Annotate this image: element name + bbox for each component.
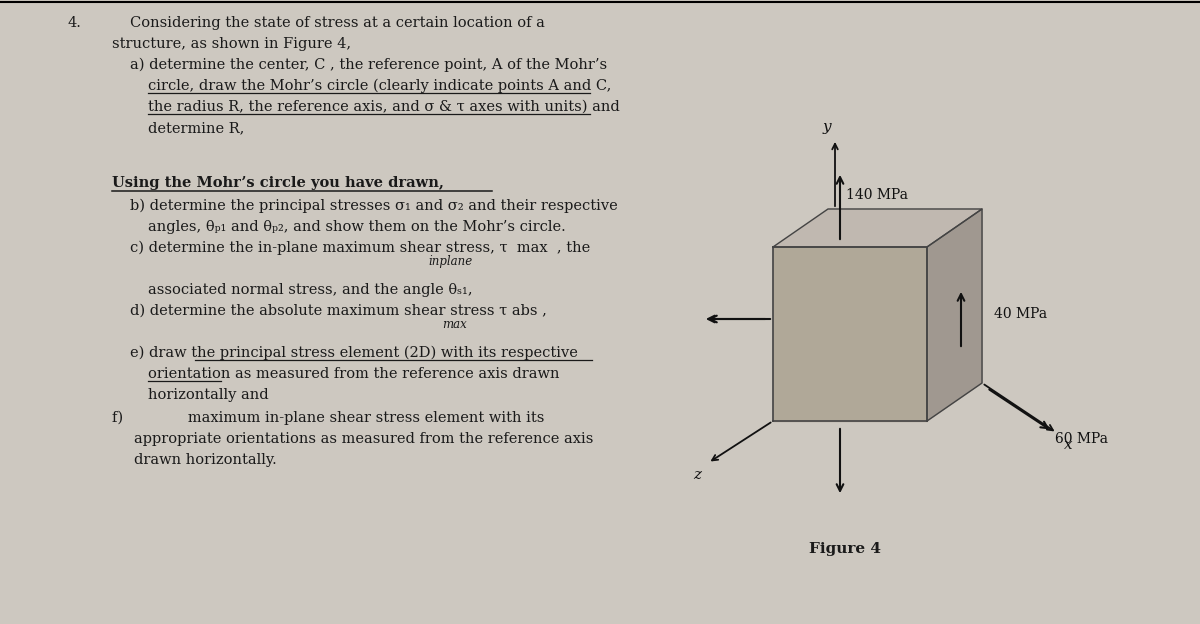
Text: Figure 4: Figure 4	[809, 542, 881, 556]
Polygon shape	[773, 247, 928, 421]
Polygon shape	[773, 209, 982, 247]
Polygon shape	[928, 209, 982, 421]
Text: 140 MPa: 140 MPa	[846, 188, 908, 202]
Text: y: y	[822, 120, 830, 134]
Text: 4.: 4.	[68, 16, 82, 30]
Text: Using the Mohr’s circle you have drawn,: Using the Mohr’s circle you have drawn,	[112, 175, 444, 190]
Text: max: max	[442, 318, 467, 331]
Text: x: x	[1064, 438, 1073, 452]
Text: 60 MPa: 60 MPa	[1055, 432, 1108, 446]
Text: angles, θₚ₁ and θₚ₂, and show them on the Mohr’s circle.: angles, θₚ₁ and θₚ₂, and show them on th…	[148, 220, 565, 234]
Text: orientation as measured from the reference axis drawn: orientation as measured from the referen…	[148, 367, 559, 381]
Text: inplane: inplane	[428, 255, 473, 268]
Text: b) determine the principal stresses σ₁ and σ₂ and their respective: b) determine the principal stresses σ₁ a…	[130, 198, 618, 213]
Text: the radius R, the reference axis, and σ & τ axes with units) and: the radius R, the reference axis, and σ …	[148, 100, 619, 114]
Text: associated normal stress, and the angle θₛ₁,: associated normal stress, and the angle …	[148, 283, 473, 296]
Text: circle, draw the Mohr’s circle (clearly indicate points A and C,: circle, draw the Mohr’s circle (clearly …	[148, 79, 611, 94]
Text: c) determine the in-plane maximum shear stress, τ  max  , the: c) determine the in-plane maximum shear …	[130, 241, 590, 255]
Text: appropriate orientations as measured from the reference axis: appropriate orientations as measured fro…	[134, 432, 593, 446]
Text: structure, as shown in Figure 4,: structure, as shown in Figure 4,	[112, 37, 352, 51]
Text: a) determine the center, C , the reference point, A of the Mohr’s: a) determine the center, C , the referen…	[130, 58, 607, 72]
Text: horizontally and: horizontally and	[148, 388, 269, 402]
Text: determine R,: determine R,	[148, 121, 245, 135]
Text: z: z	[694, 468, 701, 482]
Text: drawn horizontally.: drawn horizontally.	[134, 453, 277, 467]
Text: f)              maximum in-plane shear stress element with its: f) maximum in-plane shear stress element…	[112, 411, 545, 425]
Text: Considering the state of stress at a certain location of a: Considering the state of stress at a cer…	[130, 16, 545, 30]
Text: e) draw the principal stress element (2D) with its respective: e) draw the principal stress element (2D…	[130, 346, 578, 360]
Text: d) determine the absolute maximum shear stress τ abs ,: d) determine the absolute maximum shear …	[130, 304, 547, 318]
Text: 40 MPa: 40 MPa	[994, 307, 1048, 321]
